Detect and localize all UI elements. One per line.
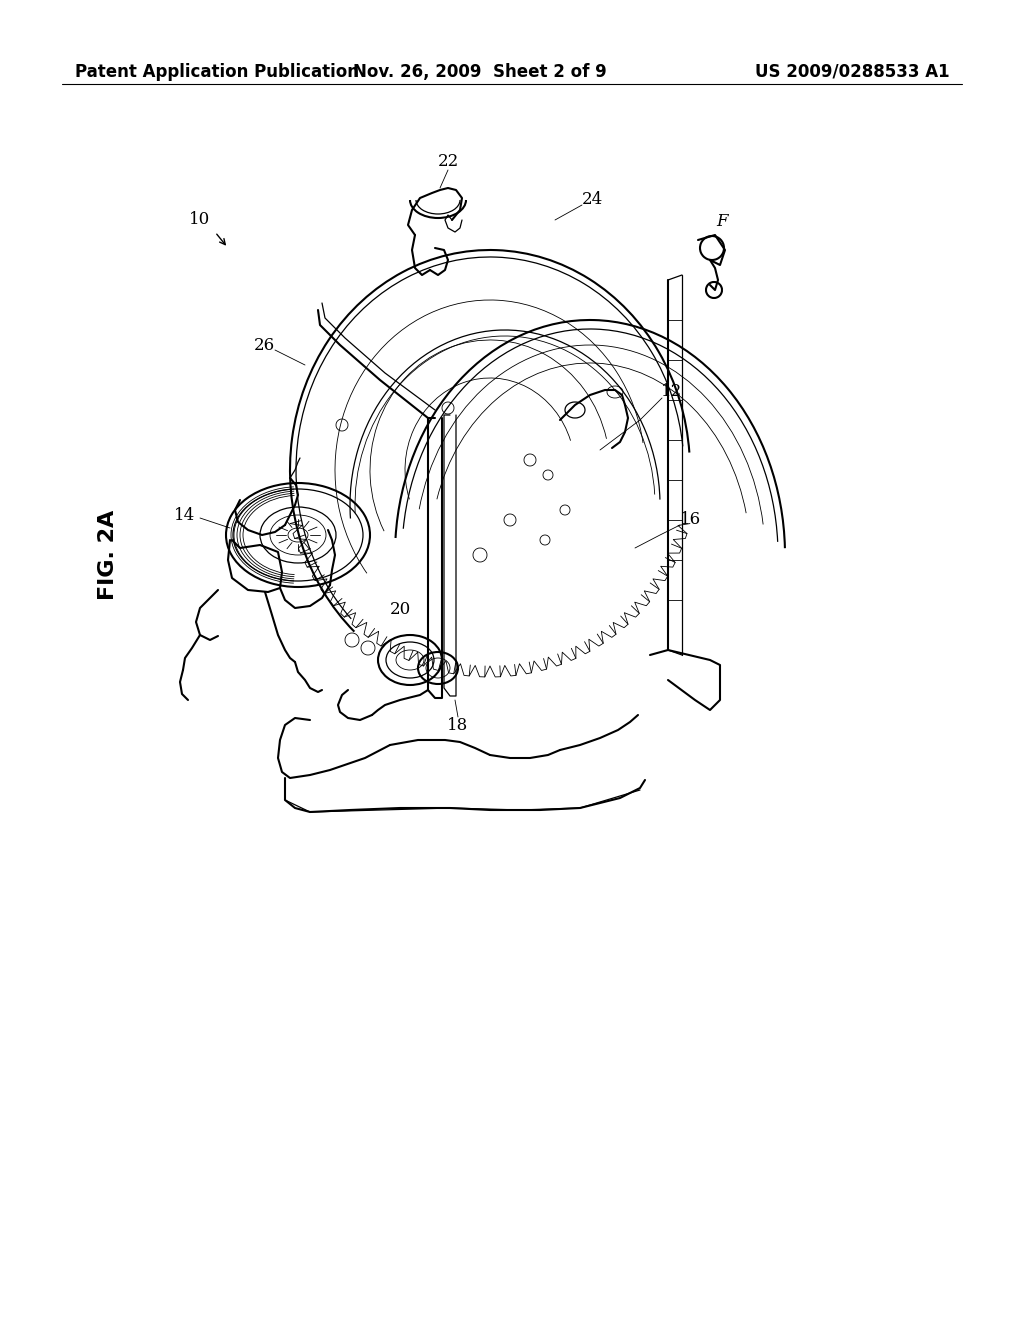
Text: 14: 14 [174, 507, 196, 524]
Text: Patent Application Publication: Patent Application Publication [75, 63, 359, 81]
Text: 16: 16 [680, 511, 700, 528]
Text: 24: 24 [582, 191, 603, 209]
Text: F: F [716, 214, 728, 231]
Text: 10: 10 [189, 211, 211, 228]
Text: 26: 26 [253, 337, 274, 354]
Text: 22: 22 [437, 153, 459, 170]
Text: Nov. 26, 2009  Sheet 2 of 9: Nov. 26, 2009 Sheet 2 of 9 [353, 63, 607, 81]
Text: US 2009/0288533 A1: US 2009/0288533 A1 [756, 63, 950, 81]
Text: 18: 18 [447, 717, 469, 734]
Text: 20: 20 [389, 602, 411, 619]
Text: FIG. 2A: FIG. 2A [98, 510, 118, 601]
Text: 12: 12 [662, 384, 683, 400]
